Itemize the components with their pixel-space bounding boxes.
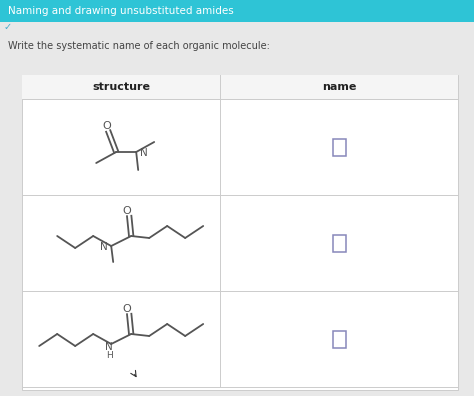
Text: N: N [140, 148, 148, 158]
Text: O: O [123, 206, 132, 216]
Text: N: N [100, 242, 108, 252]
Text: ✓: ✓ [4, 23, 12, 32]
FancyBboxPatch shape [0, 22, 474, 50]
Text: N: N [105, 342, 113, 352]
Text: name: name [322, 82, 356, 92]
Text: structure: structure [92, 82, 150, 92]
FancyBboxPatch shape [22, 75, 458, 99]
Text: Naming and drawing unsubstituted amides: Naming and drawing unsubstituted amides [8, 6, 234, 16]
Text: O: O [103, 121, 111, 131]
FancyBboxPatch shape [22, 75, 458, 390]
FancyBboxPatch shape [0, 0, 474, 22]
Text: H: H [106, 350, 112, 360]
Text: O: O [123, 304, 132, 314]
Text: Write the systematic name of each organic molecule:: Write the systematic name of each organi… [8, 41, 270, 51]
